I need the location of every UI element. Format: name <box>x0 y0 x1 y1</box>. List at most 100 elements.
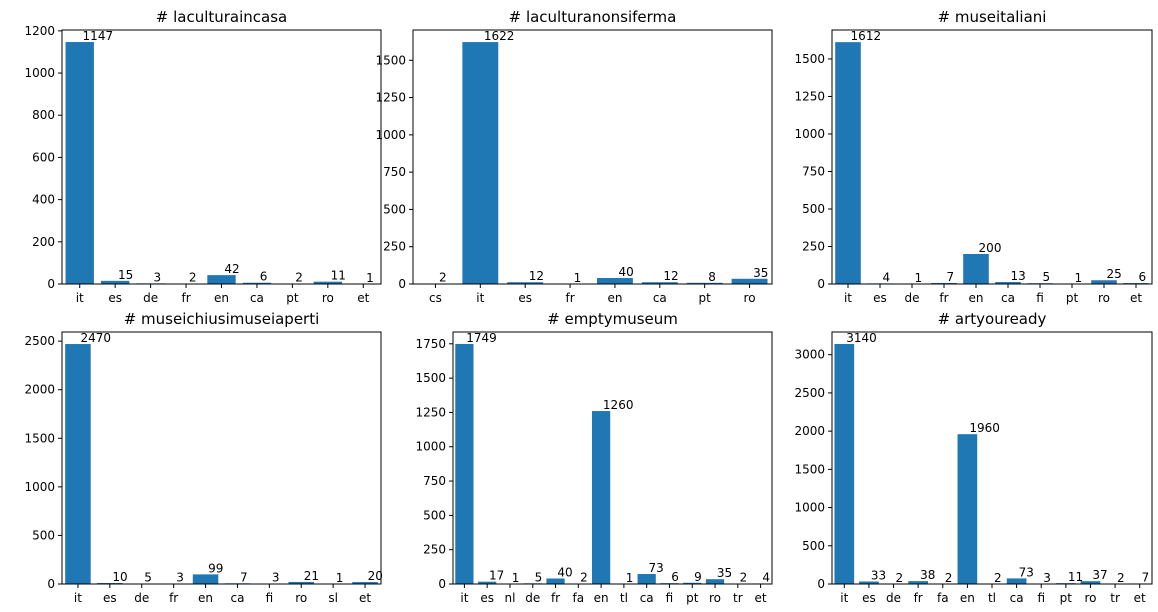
x-tick-label: fr <box>914 591 923 605</box>
y-tick-label: 750 <box>802 164 825 178</box>
y-tick-label: 750 <box>383 165 406 179</box>
x-tick-label: de <box>525 591 540 605</box>
x-tick-label: de <box>886 591 901 605</box>
bar-value-label: 1 <box>512 571 520 585</box>
y-tick-label: 0 <box>438 577 446 591</box>
axes-frame <box>831 29 1153 285</box>
bar-value-label: 2 <box>945 571 953 585</box>
y-tick-label: 1000 <box>375 128 406 142</box>
bar-value-label: 13 <box>1011 269 1026 283</box>
x-tick-label: de <box>905 291 920 305</box>
x-tick-label: tr <box>1110 591 1120 605</box>
bar-es <box>478 581 497 584</box>
bar-ro <box>288 581 315 584</box>
x-tick-label: de <box>134 591 149 605</box>
bar-value-label: 2 <box>740 571 748 585</box>
bar-it <box>455 343 474 584</box>
subplot-laculturanonsiferma: # laculturanonsiferma 2 1622 12 1 40 12 8 35 0 250… <box>375 8 773 305</box>
bar-en <box>591 411 611 584</box>
x-tick-label: en <box>594 591 609 605</box>
bar-it <box>835 42 861 285</box>
bar-value-label: 33 <box>871 568 886 582</box>
y-tick-label: 500 <box>383 202 406 216</box>
bar-it <box>462 42 499 285</box>
bar-value-label: 40 <box>619 265 634 279</box>
bar-value-label: 8 <box>708 270 716 284</box>
x-tick-label: ca <box>1010 591 1024 605</box>
bar-value-label: 6 <box>260 270 268 284</box>
bar-value-label: 42 <box>224 262 239 276</box>
bar-value-label: 1 <box>366 271 374 285</box>
bar-value-label: 21 <box>304 569 319 583</box>
x-tick-label: pt <box>686 591 699 605</box>
bar-ca <box>242 282 272 284</box>
bar-pt <box>686 282 723 284</box>
y-tick-label: 400 <box>32 193 55 207</box>
bar-value-label: 2 <box>580 571 588 585</box>
bar-value-label: 35 <box>753 266 768 280</box>
y-tick-label: 500 <box>802 202 825 216</box>
bar-value-label: 2 <box>896 571 904 585</box>
y-tick-label: 750 <box>423 474 446 488</box>
x-tick-label: ca <box>653 291 667 305</box>
y-tick-label: 0 <box>817 277 825 291</box>
bar-ca <box>637 573 656 584</box>
y-tick-label: 1000 <box>794 127 825 141</box>
y-tick-label: 800 <box>32 108 55 122</box>
x-tick-label: en <box>960 591 975 605</box>
x-tick-label: it <box>460 591 468 605</box>
x-tick-label: ca <box>1001 291 1015 305</box>
bar-ca <box>995 282 1021 284</box>
bar-value-label: 1147 <box>83 29 114 43</box>
bar-ca <box>1006 578 1027 584</box>
plot-title: # museichiusimuseiaperti <box>124 310 320 328</box>
x-tick-label: en <box>969 291 984 305</box>
y-tick-label: 1000 <box>24 66 55 80</box>
x-tick-label: et <box>359 591 371 605</box>
x-tick-label: es <box>518 291 532 305</box>
plot-title: # laculturaincasa <box>156 8 287 26</box>
y-tick-label: 1500 <box>415 371 446 385</box>
bar-it <box>834 344 855 584</box>
bar-pt <box>683 582 702 584</box>
bar-en <box>963 253 989 284</box>
bar-value-label: 5 <box>535 570 543 584</box>
y-tick-label: 0 <box>817 577 825 591</box>
x-tick-label: cs <box>429 291 442 305</box>
subplot-artyouready: # artyouready 3140 33 2 38 2 1960 2 73 3 11 37 2 7 0 50… <box>794 310 1153 605</box>
bar-value-label: 1 <box>1075 271 1083 285</box>
y-tick-label: 250 <box>802 239 825 253</box>
x-tick-label: en <box>607 291 622 305</box>
x-tick-label: ro <box>709 591 721 605</box>
y-tick-label: 1000 <box>415 440 446 454</box>
bar-value-label: 5 <box>1043 270 1051 284</box>
x-tick-label: fr <box>565 291 574 305</box>
y-tick-label: 2500 <box>24 334 55 348</box>
x-tick-label: ca <box>230 591 244 605</box>
bar-value-label: 6 <box>1139 270 1147 284</box>
axes-frame <box>61 29 382 285</box>
x-tick-label: it <box>840 591 848 605</box>
y-tick-label: 2000 <box>24 383 55 397</box>
bar-value-label: 2 <box>1117 571 1125 585</box>
x-tick-label: ro <box>322 291 334 305</box>
bar-value-label: 37 <box>1092 568 1107 582</box>
y-tick-label: 1000 <box>794 501 825 515</box>
bar-ro <box>731 278 768 284</box>
x-tick-label: ro <box>744 291 756 305</box>
bar-value-label: 4 <box>883 270 891 284</box>
x-tick-label: et <box>1130 291 1142 305</box>
bar-value-label: 35 <box>717 566 732 580</box>
x-tick-label: ro <box>1084 591 1096 605</box>
bar-en <box>596 278 633 284</box>
x-tick-label: de <box>143 291 158 305</box>
x-tick-label: nl <box>504 591 515 605</box>
axes-frame <box>831 331 1153 585</box>
x-tick-label: et <box>755 591 767 605</box>
x-tick-label: pt <box>1066 291 1079 305</box>
bar-value-label: 6 <box>671 570 679 584</box>
x-tick-label: fa <box>573 591 585 605</box>
x-tick-label: en <box>198 591 213 605</box>
bar-value-label: 2470 <box>81 331 112 345</box>
x-tick-label: es <box>480 591 494 605</box>
